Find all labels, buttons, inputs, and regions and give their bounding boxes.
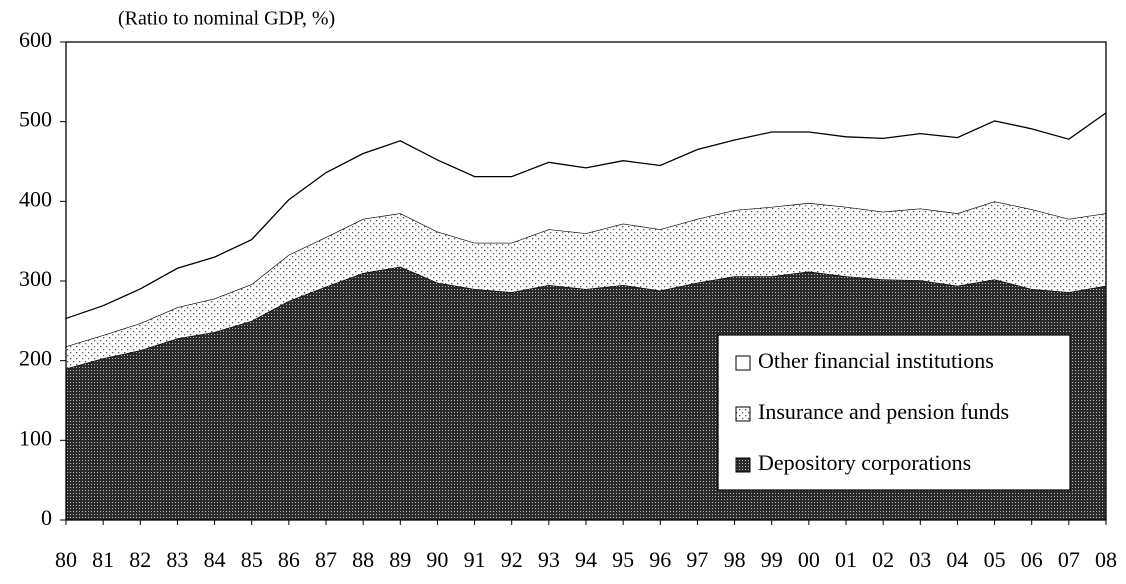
x-tick-label: 04 xyxy=(946,547,968,572)
x-tick-label: 84 xyxy=(204,547,226,572)
x-tick-label: 98 xyxy=(724,547,746,572)
x-tick-label: 82 xyxy=(129,547,151,572)
x-tick-label: 90 xyxy=(426,547,448,572)
x-tick-label: 87 xyxy=(315,547,337,572)
legend-label: Insurance and pension funds xyxy=(758,399,1009,424)
x-tick-label: 89 xyxy=(389,547,411,572)
x-tick-label: 92 xyxy=(501,547,523,572)
x-tick-label: 99 xyxy=(761,547,783,572)
x-tick-label: 02 xyxy=(872,547,894,572)
x-tick-label: 86 xyxy=(278,547,300,572)
x-tick-label: 95 xyxy=(612,547,634,572)
legend-label: Depository corporations xyxy=(758,450,971,475)
chart-title: (Ratio to nominal GDP, %) xyxy=(118,8,335,30)
y-tick-label: 200 xyxy=(19,346,52,371)
legend-swatch xyxy=(735,355,751,371)
y-tick-label: 100 xyxy=(19,425,52,450)
area xyxy=(66,201,1106,369)
x-tick-label: 07 xyxy=(1058,547,1080,572)
y-tick-label: 400 xyxy=(19,186,52,211)
area xyxy=(66,112,1106,347)
legend-box xyxy=(717,334,1071,491)
x-tick-label: 01 xyxy=(835,547,857,572)
x-tick-label: 88 xyxy=(352,547,374,572)
x-tick-label: 93 xyxy=(538,547,560,572)
x-tick-label: 08 xyxy=(1095,547,1117,572)
x-tick-label: 03 xyxy=(909,547,931,572)
x-tick-label: 81 xyxy=(92,547,114,572)
x-tick-label: 83 xyxy=(166,547,188,572)
x-tick-label: 06 xyxy=(1021,547,1043,572)
x-tick-label: 00 xyxy=(798,547,820,572)
x-tick-label: 05 xyxy=(984,547,1006,572)
x-tick-label: 91 xyxy=(464,547,486,572)
legend-swatch xyxy=(735,406,751,422)
x-tick-label: 94 xyxy=(575,547,597,572)
legend-swatch xyxy=(735,457,751,473)
x-tick-label: 97 xyxy=(686,547,708,572)
y-tick-label: 600 xyxy=(19,27,52,52)
area-edge xyxy=(65,112,1107,320)
x-tick-label: 85 xyxy=(241,547,263,572)
y-tick-label: 300 xyxy=(19,266,52,291)
x-tick-label: 80 xyxy=(55,547,77,572)
legend-label: Other financial institutions xyxy=(758,348,994,373)
y-tick-label: 0 xyxy=(41,505,52,530)
y-tick-label: 500 xyxy=(19,107,52,132)
x-tick-label: 96 xyxy=(649,547,671,572)
